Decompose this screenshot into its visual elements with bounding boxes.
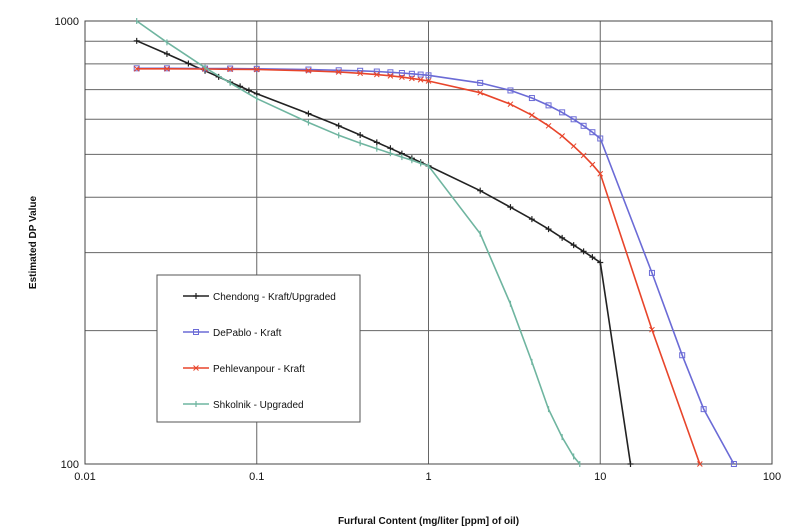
data-point (227, 66, 233, 73)
x-axis-label: Furfural Content (mg/liter [ppm] of oil) (338, 516, 519, 527)
data-point (559, 133, 566, 139)
data-point (545, 122, 552, 129)
data-point (477, 89, 484, 96)
legend-label: Chendong - Kraft/Upgraded (213, 292, 336, 303)
data-point (649, 326, 655, 333)
data-point (417, 71, 424, 78)
data-point (185, 60, 192, 67)
x-tick-label: 10 (594, 471, 606, 483)
data-point (529, 112, 535, 119)
data-point (570, 242, 577, 249)
data-point (477, 79, 484, 86)
data-point (357, 131, 364, 138)
data-point (597, 170, 604, 177)
data-point (373, 71, 380, 78)
data-point (335, 69, 342, 75)
data-point (589, 161, 596, 168)
data-point (580, 152, 587, 159)
data-point (528, 216, 535, 223)
data-point (559, 234, 566, 241)
data-point (305, 66, 312, 73)
legend-item: Chendong - Kraft/Upgraded (183, 292, 336, 303)
data-point (193, 329, 199, 335)
x-tick-label: 1 (425, 471, 431, 483)
data-point (597, 259, 604, 266)
data-point (507, 101, 514, 108)
data-point (580, 248, 587, 255)
data-point (425, 78, 432, 84)
series-group (133, 65, 703, 467)
legend-box (156, 274, 361, 423)
data-point (580, 122, 587, 129)
series-group (136, 18, 581, 467)
data-point (409, 75, 415, 82)
data-point (589, 129, 596, 136)
y-axis-label: Estimated DP Value (28, 195, 39, 289)
data-point (133, 65, 140, 72)
legend-label: Pehlevanpour - Kraft (213, 364, 305, 375)
data-point (335, 122, 342, 129)
data-point (387, 72, 394, 79)
data-point (528, 95, 535, 102)
data-point (570, 143, 577, 149)
data-point (679, 352, 686, 359)
data-point (305, 110, 312, 117)
data-point (163, 50, 170, 57)
legend-item: DePablo - Kraft (183, 328, 282, 339)
data-point (133, 37, 140, 44)
data-point (387, 69, 394, 76)
data-point (357, 70, 364, 77)
data-point (373, 139, 380, 146)
data-point (193, 365, 199, 371)
data-point (648, 269, 655, 276)
plot-area (84, 20, 773, 465)
data-point (253, 66, 260, 73)
data-point (417, 76, 424, 83)
legend: Chendong - Kraft/Upgraded DePablo - Kraft… (156, 274, 361, 423)
data-point (507, 204, 514, 211)
axis-ticks: 0.01 0.1 1 10 100 100 1000 (55, 16, 782, 483)
data-point (627, 461, 634, 467)
y-tick-label: 1000 (55, 16, 79, 28)
data-point (700, 406, 707, 413)
data-point (545, 102, 552, 109)
x-tick-label: 100 (763, 471, 781, 483)
y-tick-label: 100 (61, 459, 79, 471)
data-point (507, 87, 514, 94)
data-point (399, 74, 405, 80)
data-point (559, 109, 566, 116)
data-point (305, 67, 312, 74)
legend-label: DePablo - Kraft (213, 328, 282, 339)
x-tick-label: 0.1 (249, 471, 264, 483)
data-point (193, 293, 199, 299)
legend-item: Shkolnik - Upgraded (183, 400, 304, 411)
data-point (408, 70, 415, 77)
data-point (164, 65, 170, 72)
data-point (545, 226, 552, 233)
data-point (589, 254, 596, 261)
data-point (696, 461, 703, 467)
legend-label: Shkolnik - Upgraded (213, 400, 304, 411)
data-point (245, 87, 252, 94)
legend-item: Pehlevanpour - Kraft (183, 364, 305, 375)
data-point (477, 187, 484, 194)
data-point (425, 72, 432, 79)
data-point (597, 135, 604, 142)
x-tick-label: 0.01 (74, 471, 95, 483)
data-point (570, 116, 577, 123)
data-point (398, 70, 405, 77)
data-point (730, 461, 737, 467)
series-layer (133, 18, 737, 467)
